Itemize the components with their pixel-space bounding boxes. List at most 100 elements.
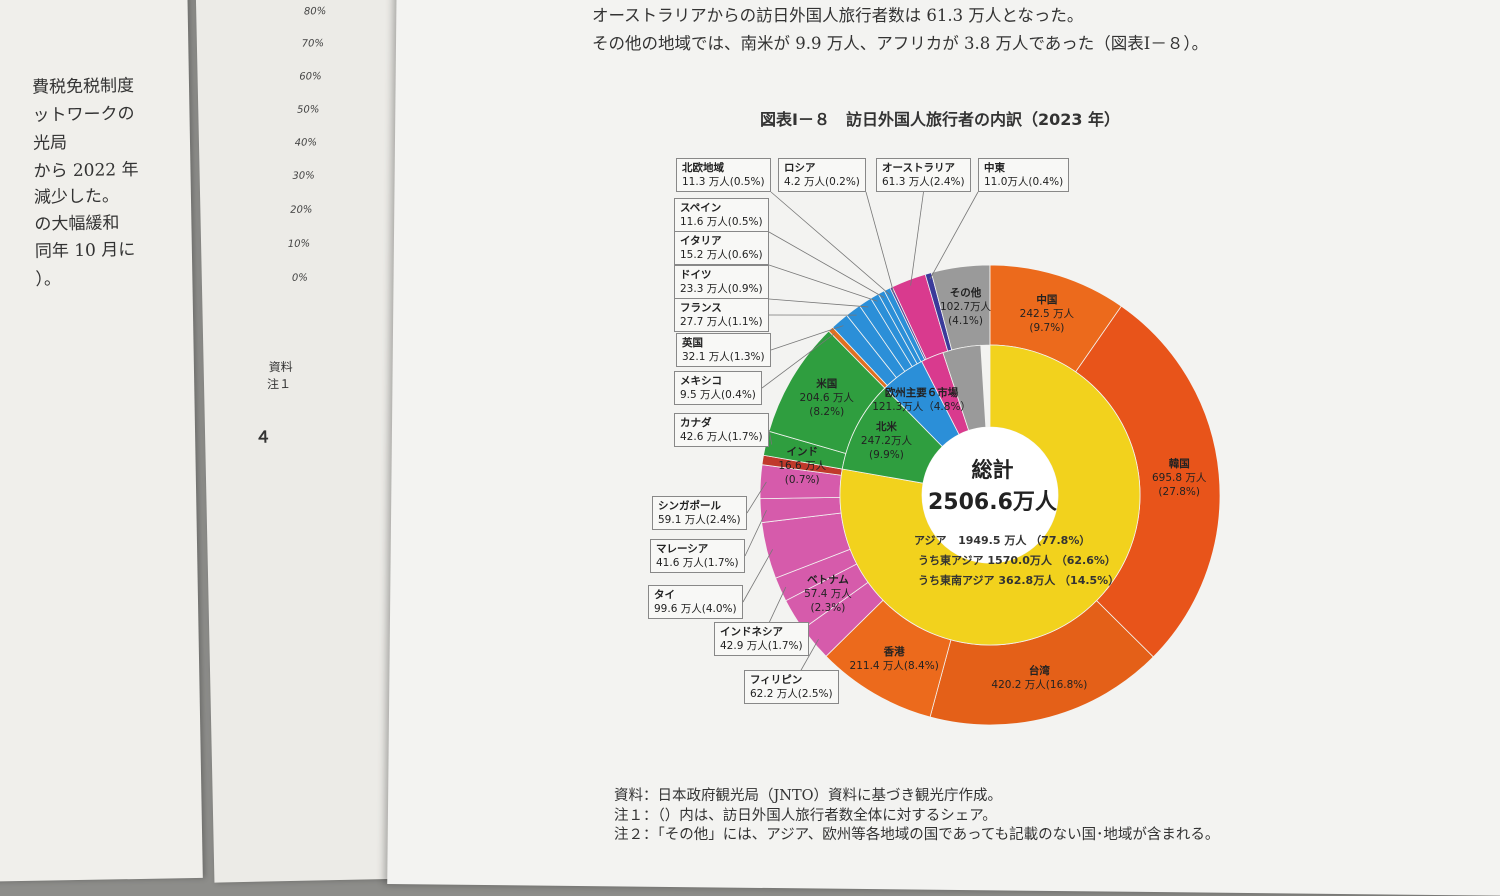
asia-share: （77.8%） [1030, 534, 1090, 547]
total-label: 総計 2506.6万人 [928, 454, 1057, 516]
note-1: 注１：（）内は、訪日外国人旅行者数全体に対するシェア。 [614, 804, 997, 825]
label-line: 北米 [861, 420, 912, 434]
southeast-asia-value: 362.8万人 [998, 574, 1055, 587]
label-line: ドイツ [680, 268, 763, 282]
asia-breakdown-line: うち東南アジア 362.8万人 （14.5%） [918, 572, 1119, 588]
label-line: 41.6 万人(1.7%) [656, 556, 739, 570]
label-line: 11.3 万人(0.5%) [682, 175, 765, 189]
total-value: 2506.6万人 [928, 484, 1057, 516]
label-line: シンガポール [658, 499, 741, 513]
label-line: 59.1 万人(2.4%) [658, 513, 741, 527]
leader-line [769, 299, 868, 307]
label-line: 韓国 [1152, 457, 1206, 471]
label-line: 11.0万人(0.4%) [984, 175, 1063, 189]
leader-line [743, 549, 773, 602]
asia-breakdown-line: うち東アジア 1570.0万人 （62.6%） [918, 552, 1116, 568]
label-line: 211.4 万人(8.4%) [850, 659, 939, 673]
label-line: タイ [654, 588, 737, 602]
label-line: 15.2 万人(0.6%) [680, 248, 763, 262]
label-line: 中東 [984, 161, 1063, 175]
note-2: 注２：「その他」には、アジア、欧州等各地域の国であっても記載のない国･地域が含ま… [614, 823, 1219, 844]
label-line: (9.7%) [1020, 321, 1074, 335]
label-line: 欧州主要６市場 [872, 386, 971, 400]
label-line: 42.9 万人(1.7%) [720, 639, 803, 653]
label-line: 16.6 万人 [778, 459, 826, 473]
label-line: スペイン [680, 201, 763, 215]
southeast-asia-share: （14.5%） [1059, 574, 1119, 587]
total-title: 総計 [928, 454, 1057, 484]
label-line: その他 [940, 286, 991, 300]
source-note: 資料：日本政府観光局（JNTO）資料に基づき観光庁作成。 [614, 784, 1002, 805]
label-line: 4.2 万人(0.2%) [784, 175, 860, 189]
label-line: 420.2 万人(16.8%) [991, 678, 1087, 692]
label-line: 27.7 万人(1.1%) [680, 315, 763, 329]
asia-breakdown-line: アジア 1949.5 万人 （77.8%） [914, 532, 1090, 548]
label-line: オーストラリア [882, 161, 965, 175]
label-line: (2.3%) [804, 601, 852, 615]
label-line: 242.5 万人 [1020, 307, 1074, 321]
label-line: フィリピン [750, 673, 833, 687]
label-line: 11.6 万人(0.5%) [680, 215, 763, 229]
east-asia-value: 1570.0万人 [987, 554, 1051, 567]
asia-label: アジア [914, 534, 947, 547]
label-line: (0.7%) [778, 473, 826, 487]
label-line: メキシコ [680, 374, 756, 388]
label-line: ベトナム [804, 573, 852, 587]
label-line: 9.5 万人(0.4%) [680, 388, 756, 402]
label-line: 57.4 万人 [804, 587, 852, 601]
asia-value: 1949.5 万人 [958, 534, 1026, 547]
label-line: 英国 [682, 336, 765, 350]
leader-line [911, 192, 924, 286]
label-line: 23.3 万人(0.9%) [680, 282, 763, 296]
label-line: インドネシア [720, 625, 803, 639]
label-line: 62.2 万人(2.5%) [750, 687, 833, 701]
label-line: 香港 [850, 645, 939, 659]
label-line: (9.9%) [861, 448, 912, 462]
label-line: イタリア [680, 234, 763, 248]
label-line: (8.2%) [800, 405, 854, 419]
label-line: マレーシア [656, 542, 739, 556]
label-line: (4.1%) [940, 314, 991, 328]
label-line: カナダ [680, 416, 763, 430]
label-line: 北欧地域 [682, 161, 765, 175]
label-line: 102.7万人 [940, 300, 991, 314]
label-line: (27.8%) [1152, 485, 1206, 499]
east-asia-share: （62.6%） [1056, 554, 1116, 567]
label-line: 42.6 万人(1.7%) [680, 430, 763, 444]
label-line: 247.2万人 [861, 434, 912, 448]
label-line: 中国 [1020, 293, 1074, 307]
label-line: 121.3万人（4.8%） [872, 400, 971, 414]
label-line: 32.1 万人(1.3%) [682, 350, 765, 364]
label-line: 米国 [800, 377, 854, 391]
label-line: インド [778, 445, 826, 459]
east-asia-label: うち東アジア [918, 554, 984, 567]
label-line: 61.3 万人(2.4%) [882, 175, 965, 189]
southeast-asia-label: うち東南アジア [918, 574, 995, 587]
